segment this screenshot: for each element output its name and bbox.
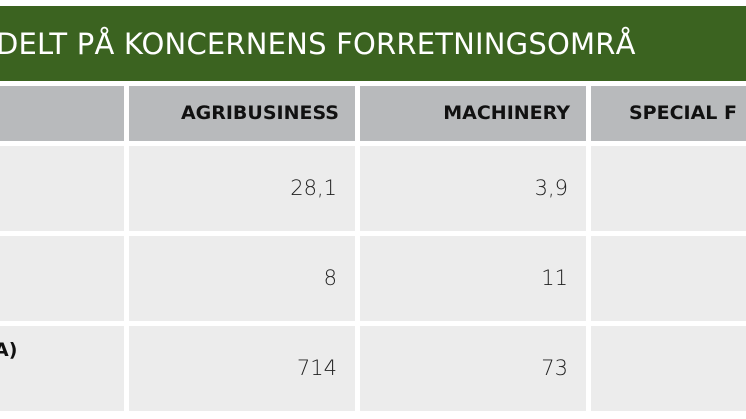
header-special: SPECIAL F xyxy=(591,86,746,141)
table-cell-r2-agribusiness: 8 xyxy=(129,236,355,321)
row-1-label-cell xyxy=(0,146,124,231)
table-cell-r1-special xyxy=(591,146,746,231)
table-cell-r2-machinery: 11 xyxy=(360,236,586,321)
table-cell-r2-special xyxy=(591,236,746,321)
header-agribusiness: AGRIBUSINESS xyxy=(129,86,355,141)
table-cell-r1-machinery: 3,9 xyxy=(360,146,586,231)
table-cell-r3-machinery: 73 xyxy=(360,326,586,411)
header-cell-empty xyxy=(0,86,124,141)
table-cell-r3-agribusiness: 714 xyxy=(129,326,355,411)
table-title: DELT PÅ KONCERNENS FORRETNINGSOMRÅ xyxy=(0,27,636,61)
row-3-label: A) xyxy=(0,339,18,361)
title-bar: DELT PÅ KONCERNENS FORRETNINGSOMRÅ xyxy=(0,6,746,81)
row-3-label-cell: A) xyxy=(0,326,124,411)
table-cell-r1-agribusiness: 28,1 xyxy=(129,146,355,231)
row-2-label-cell xyxy=(0,236,124,321)
table-cell-r3-special xyxy=(591,326,746,411)
header-machinery: MACHINERY xyxy=(360,86,586,141)
